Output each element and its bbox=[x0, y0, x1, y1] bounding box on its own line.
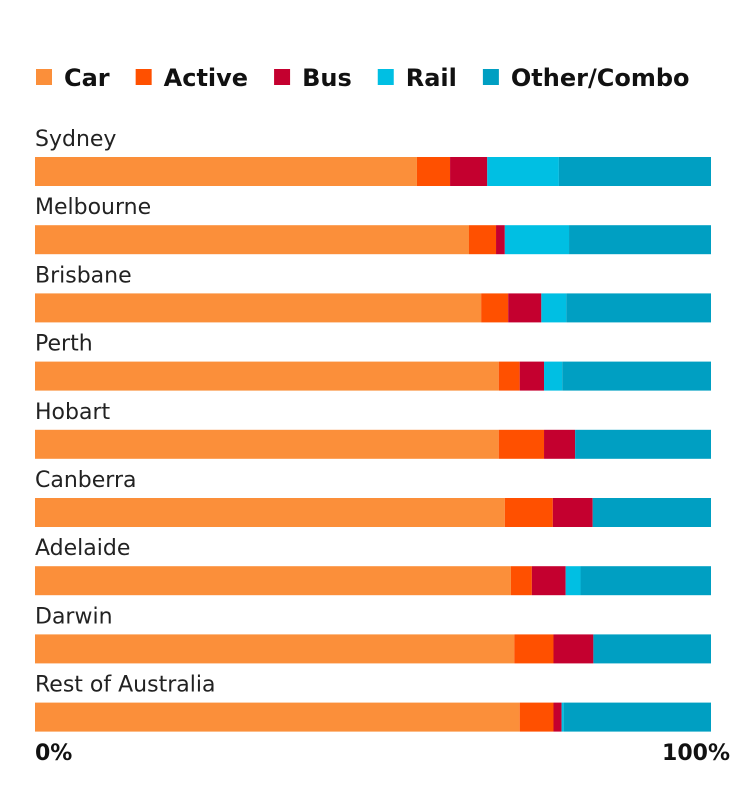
bar-segment bbox=[35, 498, 505, 527]
bar-segment bbox=[514, 634, 554, 664]
bar-segment bbox=[552, 498, 593, 527]
category-label: Canberra bbox=[35, 468, 136, 493]
legend-label: Other/Combo bbox=[511, 64, 690, 92]
category-label: Brisbane bbox=[35, 263, 132, 288]
bar-segment bbox=[580, 566, 711, 596]
bar-segment bbox=[531, 566, 566, 596]
bar-segment bbox=[450, 157, 488, 186]
category-label: Sydney bbox=[35, 127, 116, 152]
bar-segment bbox=[561, 702, 564, 732]
legend-label: Rail bbox=[406, 64, 457, 92]
bar-segment bbox=[504, 225, 570, 255]
bar-segment bbox=[519, 702, 554, 732]
legend-swatch bbox=[274, 69, 291, 85]
bar-segment bbox=[504, 498, 553, 527]
legend-label: Active bbox=[164, 64, 248, 92]
bar-segment bbox=[569, 225, 711, 255]
bar-segment bbox=[592, 498, 711, 527]
bar-segment bbox=[35, 225, 469, 255]
bar-segment bbox=[35, 157, 417, 186]
bar-segment bbox=[553, 634, 594, 664]
bar-segment bbox=[563, 702, 711, 732]
bar-segment bbox=[35, 634, 515, 664]
bar-segment bbox=[510, 566, 532, 596]
x-tick-label: 0% bbox=[35, 741, 72, 766]
bar-segment bbox=[35, 293, 482, 323]
legend-label: Car bbox=[64, 64, 110, 92]
bar-segment bbox=[481, 293, 509, 323]
bar-segment bbox=[35, 429, 499, 459]
category-label: Hobart bbox=[35, 400, 110, 425]
legend-swatch bbox=[135, 69, 152, 85]
bar-segment bbox=[558, 157, 711, 186]
bar-segment bbox=[487, 157, 559, 186]
bar-segment bbox=[553, 702, 562, 732]
category-label: Darwin bbox=[35, 604, 113, 629]
bar-segment bbox=[416, 157, 451, 186]
bar-segment bbox=[541, 293, 567, 323]
bar-segment bbox=[496, 225, 505, 255]
legend-swatch bbox=[36, 69, 52, 85]
bar-segment bbox=[498, 429, 545, 459]
category-label: Melbourne bbox=[35, 195, 151, 220]
bar-segment bbox=[575, 429, 711, 459]
bar-segment bbox=[544, 361, 563, 391]
legend-swatch bbox=[482, 69, 499, 85]
x-tick-label: 100% bbox=[662, 741, 730, 766]
bar-segment bbox=[35, 361, 499, 391]
category-label: Perth bbox=[35, 332, 93, 357]
bar-segment bbox=[498, 361, 520, 391]
category-label: Rest of Australia bbox=[35, 673, 215, 698]
bar-segment bbox=[519, 361, 545, 391]
bar-segment bbox=[593, 634, 711, 664]
bar-segment bbox=[566, 293, 711, 323]
legend-label: Bus bbox=[302, 64, 352, 92]
bar-segment bbox=[544, 429, 576, 459]
bar-segment bbox=[562, 361, 711, 391]
bar-segment bbox=[508, 293, 542, 323]
bar-segment bbox=[35, 566, 511, 596]
bar-segment bbox=[565, 566, 581, 596]
category-label: Adelaide bbox=[35, 536, 130, 561]
bar-segment bbox=[35, 702, 520, 732]
legend-swatch bbox=[377, 69, 394, 85]
bar-segment bbox=[468, 225, 497, 255]
